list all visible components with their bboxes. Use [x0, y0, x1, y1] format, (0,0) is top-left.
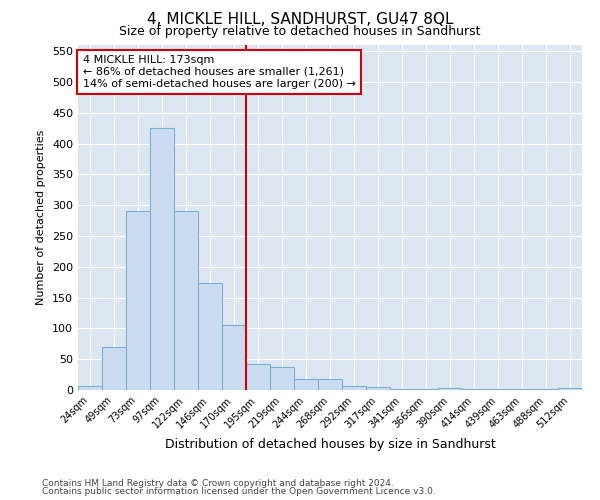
Text: 4 MICKLE HILL: 173sqm
← 86% of detached houses are smaller (1,261)
14% of semi-d: 4 MICKLE HILL: 173sqm ← 86% of detached …: [83, 56, 356, 88]
Bar: [366, 387, 390, 390]
Bar: [78, 386, 102, 390]
Bar: [390, 389, 414, 390]
Bar: [342, 386, 366, 390]
Bar: [102, 347, 126, 390]
Bar: [222, 326, 246, 390]
Text: 4, MICKLE HILL, SANDHURST, GU47 8QL: 4, MICKLE HILL, SANDHURST, GU47 8QL: [147, 12, 453, 28]
Bar: [126, 212, 150, 390]
Bar: [270, 366, 294, 390]
Bar: [294, 379, 318, 390]
Bar: [558, 388, 582, 390]
Text: Contains HM Land Registry data © Crown copyright and database right 2024.: Contains HM Land Registry data © Crown c…: [42, 478, 394, 488]
Bar: [246, 364, 270, 390]
Bar: [318, 379, 342, 390]
Bar: [438, 388, 462, 390]
Y-axis label: Number of detached properties: Number of detached properties: [37, 130, 46, 305]
Bar: [174, 212, 198, 390]
Bar: [198, 284, 222, 390]
Text: Size of property relative to detached houses in Sandhurst: Size of property relative to detached ho…: [119, 25, 481, 38]
Text: Contains public sector information licensed under the Open Government Licence v3: Contains public sector information licen…: [42, 487, 436, 496]
X-axis label: Distribution of detached houses by size in Sandhurst: Distribution of detached houses by size …: [164, 438, 496, 451]
Bar: [462, 389, 486, 390]
Bar: [150, 128, 174, 390]
